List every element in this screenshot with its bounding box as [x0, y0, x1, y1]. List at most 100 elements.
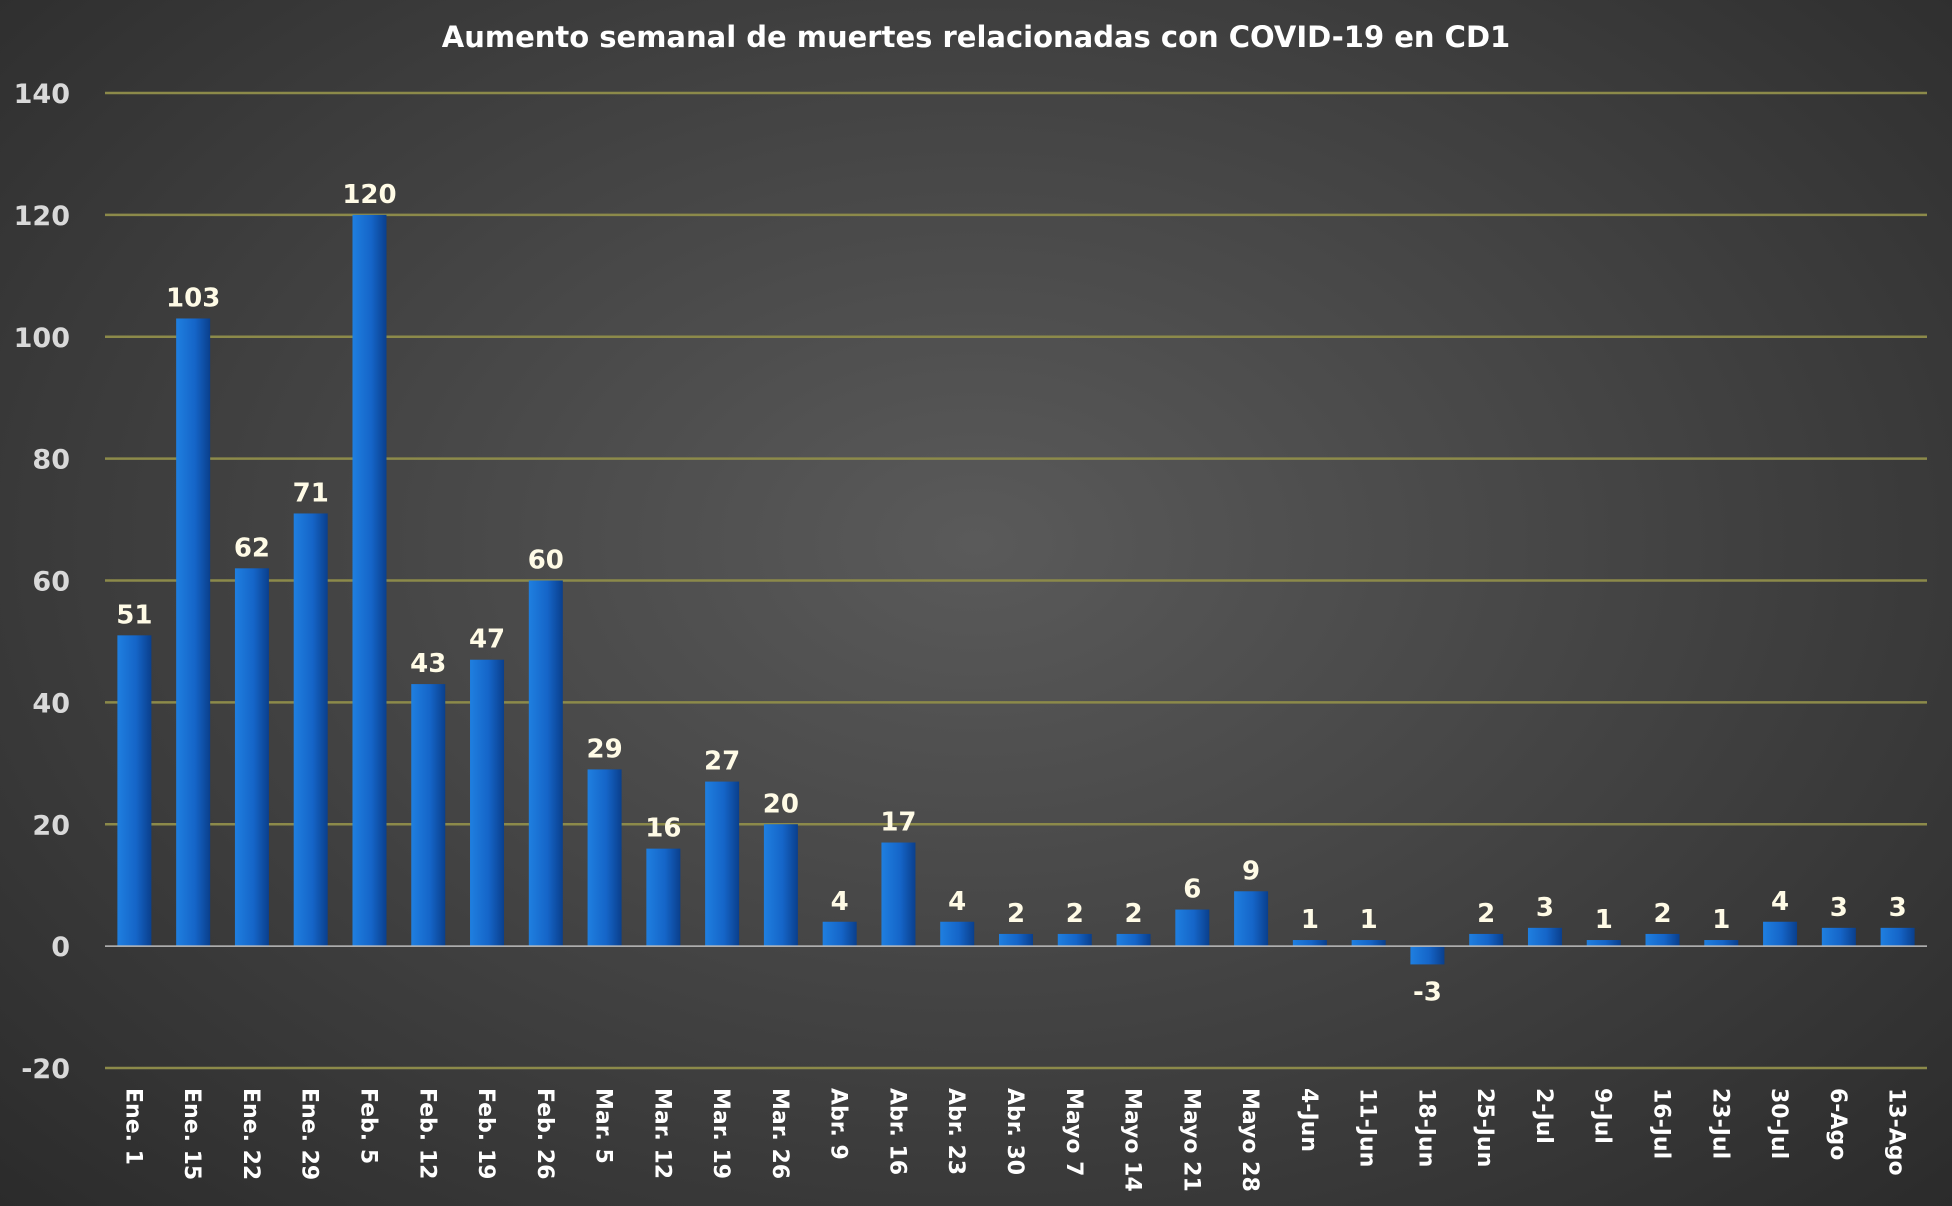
data-label: 6	[1183, 875, 1201, 905]
data-label: 17	[880, 808, 916, 838]
x-tick-label: 6-Ago	[1825, 1088, 1850, 1160]
x-tick-label: Feb. 12	[414, 1088, 439, 1179]
x-tick-label: Abr. 9	[826, 1088, 851, 1160]
bar	[587, 769, 622, 947]
x-tick-label: 25-Jun	[1472, 1088, 1497, 1167]
data-label: 3	[1536, 893, 1554, 923]
bar	[1351, 940, 1386, 947]
x-tick-label: Ene. 1	[120, 1088, 145, 1165]
bar	[411, 684, 446, 947]
x-tick-label: Mar. 5	[591, 1088, 616, 1164]
x-tick-label: Mar. 26	[767, 1088, 792, 1179]
x-tick-label: Mayo 14	[1120, 1088, 1145, 1192]
bar	[1292, 940, 1327, 947]
x-tick-label: Abr. 23	[943, 1088, 968, 1175]
bar	[352, 214, 387, 947]
x-tick-label: Ene. 22	[238, 1088, 263, 1180]
data-label: 20	[763, 789, 799, 819]
x-tick-label: Mar. 12	[649, 1088, 674, 1179]
bar	[470, 659, 505, 947]
bar	[763, 824, 798, 947]
x-tick-label: Mayo 28	[1237, 1088, 1262, 1192]
data-label: 9	[1242, 856, 1260, 886]
x-tick-label: 9-Jul	[1590, 1088, 1615, 1144]
data-label: 1	[1712, 905, 1730, 935]
bar	[176, 318, 211, 947]
bar	[646, 848, 681, 947]
bar	[940, 921, 975, 947]
bar	[999, 933, 1033, 947]
x-tick-label: 23-Jul	[1707, 1088, 1732, 1159]
x-tick-label: Feb. 5	[355, 1088, 380, 1164]
y-tick-label: 20	[32, 810, 70, 841]
data-label: 43	[410, 649, 446, 679]
bar	[1410, 946, 1445, 965]
x-tick-label: 30-Jul	[1766, 1088, 1791, 1159]
data-label: 27	[704, 747, 740, 777]
data-label: 60	[528, 546, 564, 576]
data-label: 3	[1889, 893, 1907, 923]
bar	[1880, 927, 1915, 947]
bar	[1645, 933, 1680, 947]
data-label: 4	[831, 887, 849, 917]
y-tick-label: 140	[14, 79, 70, 110]
data-label: 29	[586, 734, 622, 764]
bar	[1527, 927, 1562, 947]
data-label: 1	[1595, 905, 1613, 935]
data-label: 71	[293, 478, 329, 508]
bar	[1821, 927, 1856, 947]
bar	[705, 781, 740, 947]
bars	[117, 214, 1915, 965]
bar	[293, 513, 328, 947]
x-tick-label: 13-Ago	[1884, 1088, 1909, 1176]
data-label: 2	[1125, 899, 1143, 929]
data-label: 1	[1301, 905, 1319, 935]
bar	[528, 580, 563, 947]
data-label: 16	[645, 814, 681, 844]
data-label: 51	[116, 600, 152, 630]
y-tick-label: 100	[14, 323, 70, 354]
bar	[1469, 933, 1504, 947]
x-tick-label: 16-Jul	[1649, 1088, 1674, 1159]
bar	[1057, 933, 1092, 947]
x-tick-label: Mar. 19	[708, 1088, 733, 1179]
y-tick-label: 60	[32, 567, 70, 598]
data-label: 2	[1477, 899, 1495, 929]
y-tick-label: 80	[32, 445, 70, 476]
x-tick-label: 2-Jul	[1531, 1088, 1556, 1144]
gridlines	[105, 91, 1927, 1070]
bar	[234, 568, 269, 947]
bar	[1175, 909, 1210, 947]
data-label: -3	[1413, 977, 1442, 1007]
x-tick-label: Ene. 15	[179, 1088, 204, 1180]
y-tick-label: 0	[51, 932, 70, 963]
x-tick-label: Mayo 21	[1178, 1088, 1203, 1192]
data-label: 2	[1007, 899, 1025, 929]
y-axis: -20 0 20 40 60 80 100 120 140	[14, 79, 70, 1085]
bar	[881, 842, 916, 947]
data-label: 2	[1653, 899, 1671, 929]
data-label: 1	[1360, 905, 1378, 935]
data-label: 62	[234, 533, 270, 563]
x-tick-label: Abr. 16	[884, 1088, 909, 1175]
x-tick-label: Abr. 30	[1002, 1088, 1027, 1175]
x-axis: Ene. 1 Ene. 15 Ene. 22 Ene. 29 Feb. 5 Feb. 12…	[120, 1088, 1908, 1192]
y-tick-label: 120	[14, 201, 70, 232]
y-tick-label: -20	[21, 1054, 70, 1085]
data-label: 4	[1771, 887, 1789, 917]
x-tick-label: 18-Jun	[1413, 1088, 1438, 1167]
x-tick-label: Feb. 19	[473, 1088, 498, 1179]
chart-title: Aumento semanal de muertes relacionadas …	[442, 20, 1510, 54]
x-tick-label: 4-Jun	[1296, 1088, 1321, 1152]
data-label: 47	[469, 625, 505, 655]
x-tick-label: Ene. 29	[297, 1088, 322, 1180]
bar	[1234, 891, 1269, 947]
bar	[1763, 921, 1798, 947]
x-tick-label: Feb. 26	[532, 1088, 557, 1179]
data-label: 103	[166, 283, 220, 313]
y-tick-label: 40	[32, 688, 70, 719]
bar	[1116, 933, 1151, 947]
bar	[1704, 940, 1739, 947]
